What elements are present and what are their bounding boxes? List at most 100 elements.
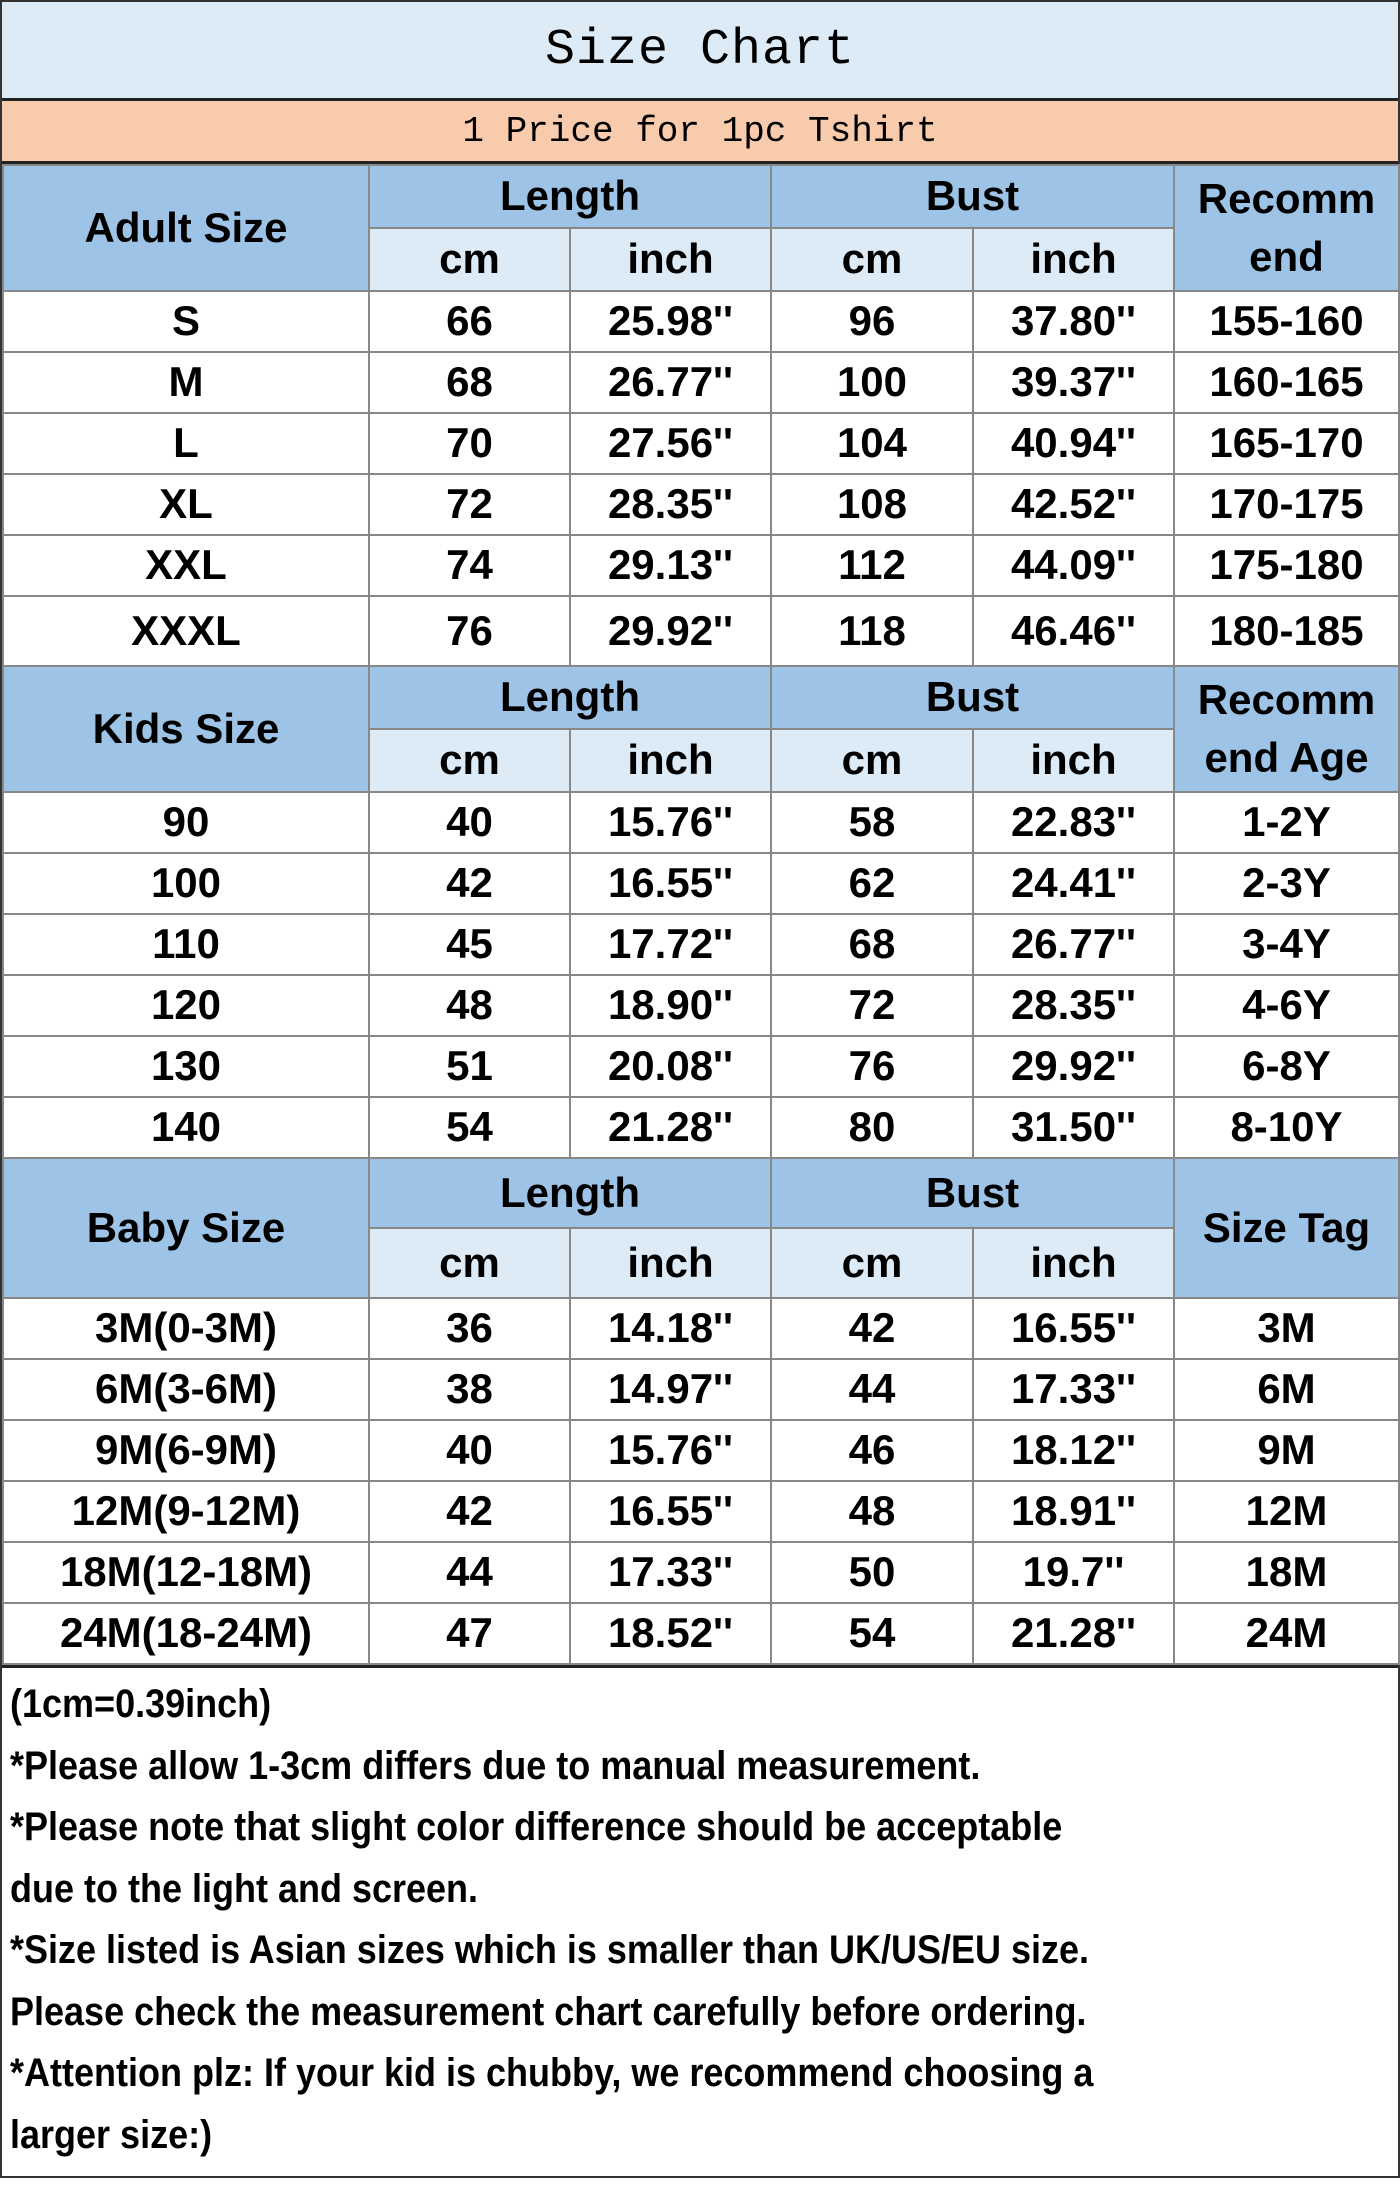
- note-line: *Size listed is Asian sizes which is sma…: [10, 1928, 1090, 1972]
- bust-inch-cell: 42.52'': [972, 473, 1175, 536]
- length-inch-cell: 20.08'': [569, 1035, 772, 1098]
- size-cell: M: [2, 351, 370, 414]
- bust-inch-cell: 21.28'': [972, 1602, 1175, 1665]
- recommend-cell: 155-160: [1173, 290, 1400, 353]
- last-column-header: Recomm end: [1173, 164, 1400, 292]
- length-header: Length: [368, 1157, 772, 1229]
- length-cm-cell: 68: [368, 351, 571, 414]
- length-cm-header: cm: [368, 728, 571, 793]
- recommend-cell: 9M: [1173, 1419, 1400, 1482]
- bust-inch-cell: 46.46'': [972, 595, 1175, 667]
- table-row: 18M(12-18M) 44 17.33'' 50 19.7'' 18M: [2, 1541, 1400, 1604]
- price-note: 1 Price for 1pc Tshirt: [2, 101, 1398, 164]
- bust-cm-cell: 96: [770, 290, 974, 353]
- bust-inch-cell: 18.12'': [972, 1419, 1175, 1482]
- recommend-cell: 6-8Y: [1173, 1035, 1400, 1098]
- length-inch-cell: 14.18'': [569, 1297, 772, 1360]
- length-cm-cell: 48: [368, 974, 571, 1037]
- note-line: due to the light and screen.: [10, 1866, 479, 1911]
- length-inch-cell: 26.77'': [569, 351, 772, 414]
- bust-cm-header: cm: [770, 1227, 974, 1299]
- bust-inch-cell: 19.7'': [972, 1541, 1175, 1604]
- size-cell: 6M(3-6M): [2, 1358, 370, 1421]
- length-cm-cell: 45: [368, 913, 571, 976]
- bust-cm-cell: 58: [770, 791, 974, 854]
- length-inch-header: inch: [569, 728, 772, 793]
- length-cm-cell: 36: [368, 1297, 571, 1360]
- bust-inch-cell: 18.91'': [972, 1480, 1175, 1543]
- size-cell: 140: [2, 1096, 370, 1159]
- bust-cm-cell: 46: [770, 1419, 974, 1482]
- size-cell: 24M(18-24M): [2, 1602, 370, 1665]
- bust-inch-cell: 39.37'': [972, 351, 1175, 414]
- size-cell: XXL: [2, 534, 370, 597]
- bust-inch-header: inch: [972, 227, 1175, 292]
- size-cell: 3M(0-3M): [2, 1297, 370, 1360]
- header-line: end Age: [1204, 734, 1369, 781]
- size-cell: 120: [2, 974, 370, 1037]
- note-line: *Please allow 1-3cm differs due to manua…: [10, 1743, 981, 1788]
- recommend-cell: 2-3Y: [1173, 852, 1400, 915]
- recommend-cell: 3-4Y: [1173, 913, 1400, 976]
- length-inch-cell: 14.97'': [569, 1358, 772, 1421]
- table-row: 90 40 15.76'' 58 22.83'' 1-2Y: [2, 791, 1400, 854]
- bust-header: Bust: [770, 164, 1175, 229]
- recommend-cell: 4-6Y: [1173, 974, 1400, 1037]
- bust-inch-cell: 22.83'': [972, 791, 1175, 854]
- bust-inch-header: inch: [972, 728, 1175, 793]
- last-column-header: Size Tag: [1173, 1157, 1400, 1299]
- bust-inch-cell: 24.41'': [972, 852, 1175, 915]
- length-cm-cell: 70: [368, 412, 571, 475]
- table-row: XXL 74 29.13'' 112 44.09'' 175-180: [2, 534, 1400, 597]
- header-row: Adult Size Length Bust Recomm end: [2, 164, 1400, 292]
- bust-cm-cell: 44: [770, 1358, 974, 1421]
- recommend-cell: 1-2Y: [1173, 791, 1400, 854]
- recommend-cell: 175-180: [1173, 534, 1400, 597]
- recommend-cell: 180-185: [1173, 595, 1400, 667]
- bust-cm-header: cm: [770, 227, 974, 292]
- table-row: XXXL 76 29.92'' 118 46.46'' 180-185: [2, 595, 1400, 667]
- bust-cm-header: cm: [770, 728, 974, 793]
- bust-header: Bust: [770, 1157, 1175, 1229]
- length-inch-header: inch: [569, 1227, 772, 1299]
- length-inch-cell: 18.90'': [569, 974, 772, 1037]
- note-line: larger size:): [10, 2112, 213, 2157]
- size-cell: 130: [2, 1035, 370, 1098]
- section-label: Kids Size: [2, 665, 370, 793]
- size-cell: 110: [2, 913, 370, 976]
- recommend-cell: 12M: [1173, 1480, 1400, 1543]
- table-row: 9M(6-9M) 40 15.76'' 46 18.12'' 9M: [2, 1419, 1400, 1482]
- bust-inch-cell: 16.55'': [972, 1297, 1175, 1360]
- recommend-cell: 170-175: [1173, 473, 1400, 536]
- length-inch-cell: 29.13'': [569, 534, 772, 597]
- header-line: Recomm: [1197, 676, 1376, 723]
- length-cm-cell: 42: [368, 1480, 571, 1543]
- header-row: Kids Size Length Bust Recomm end Age: [2, 665, 1400, 793]
- length-cm-cell: 47: [368, 1602, 571, 1665]
- recommend-cell: 18M: [1173, 1541, 1400, 1604]
- length-cm-header: cm: [368, 227, 571, 292]
- table-row: 100 42 16.55'' 62 24.41'' 2-3Y: [2, 852, 1400, 915]
- last-column-header: Recomm end Age: [1173, 665, 1400, 793]
- table-row: 12M(9-12M) 42 16.55'' 48 18.91'' 12M: [2, 1480, 1400, 1543]
- length-cm-cell: 51: [368, 1035, 571, 1098]
- length-cm-cell: 72: [368, 473, 571, 536]
- table-row: M 68 26.77'' 100 39.37'' 160-165: [2, 351, 1400, 414]
- length-inch-cell: 21.28'': [569, 1096, 772, 1159]
- length-inch-cell: 27.56'': [569, 412, 772, 475]
- size-cell: XXXL: [2, 595, 370, 667]
- note-line: Please check the measurement chart caref…: [10, 1989, 1087, 2034]
- bust-inch-cell: 17.33'': [972, 1358, 1175, 1421]
- length-inch-cell: 25.98'': [569, 290, 772, 353]
- length-inch-cell: 18.52'': [569, 1602, 772, 1665]
- section-label: Baby Size: [2, 1157, 370, 1299]
- bust-inch-header: inch: [972, 1227, 1175, 1299]
- bust-cm-cell: 118: [770, 595, 974, 667]
- length-cm-cell: 42: [368, 852, 571, 915]
- recommend-cell: 165-170: [1173, 412, 1400, 475]
- bust-cm-cell: 50: [770, 1541, 974, 1604]
- size-cell: 12M(9-12M): [2, 1480, 370, 1543]
- table-row: L 70 27.56'' 104 40.94'' 165-170: [2, 412, 1400, 475]
- size-cell: 9M(6-9M): [2, 1419, 370, 1482]
- bust-cm-cell: 62: [770, 852, 974, 915]
